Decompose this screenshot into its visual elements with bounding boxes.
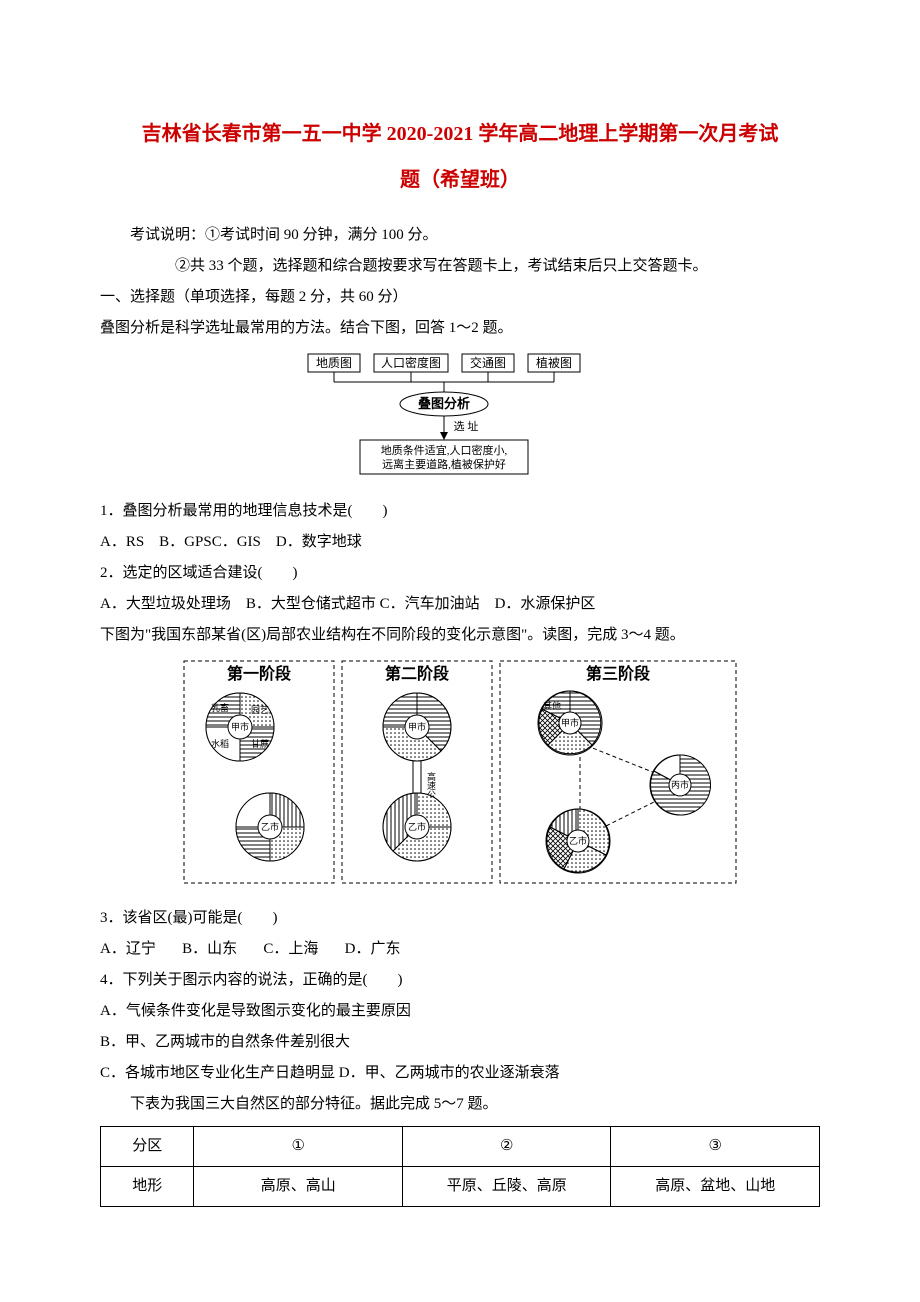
flowchart-figure: 地质图 人口密度图 交通图 植被图 叠图分析 选 址 地质条件适宜,人口密度小,… [100, 350, 820, 490]
svg-text:园艺: 园艺 [251, 705, 269, 715]
table-row: 地形 高原、高山 平原、丘陵、高原 高原、盆地、山地 [101, 1167, 820, 1207]
exam-note-2: ②共 33 个题，选择题和综合题按要求写在答题卡上，考试结束后只上交答题卡。 [100, 253, 820, 280]
stage-diagram: 第一阶段 甲市 乳畜 园艺 水稻 甘蔗 [100, 657, 820, 897]
fc-mid: 叠图分析 [418, 396, 470, 411]
table-row: 分区 ① ② ③ [101, 1127, 820, 1167]
svg-text:乳畜: 乳畜 [211, 702, 229, 713]
exam-subtitle: 题（希望班） [100, 158, 820, 202]
svg-text:甲市: 甲市 [561, 717, 579, 728]
q34-intro: 下图为"我国东部某省(区)局部农业结构在不同阶段的变化示意图"。读图，完成 3～… [100, 622, 820, 649]
q1-options: A．RS B．GPSC．GIS D．数字地球 [100, 529, 820, 556]
exam-note-1: 考试说明：①考试时间 90 分钟，满分 100 分。 [100, 222, 820, 249]
q57-intro: 下表为我国三大自然区的部分特征。据此完成 5～7 题。 [100, 1091, 820, 1118]
q12-intro: 叠图分析是科学选址最常用的方法。结合下图，回答 1～2 题。 [100, 315, 820, 342]
section-heading: 一、选择题（单项选择，每题 2 分，共 60 分） [100, 284, 820, 311]
td-0: 地形 [101, 1167, 194, 1207]
fc-box-1: 地质图 [316, 356, 352, 370]
q4-opt-cd: C．各城市地区专业化生产日趋明显 D．甲、乙两城市的农业逐渐衰落 [100, 1060, 820, 1087]
th-1: ① [194, 1127, 403, 1167]
q3: 3．该省区(最)可能是( ) [100, 905, 820, 932]
svg-text:丙市: 丙市 [671, 779, 689, 790]
q3-options: A．辽宁 B．山东 C．上海 D．广东 [100, 936, 820, 963]
exam-title: 吉林省长春市第一五一中学 2020-2021 学年高二地理上学期第一次月考试 [100, 110, 820, 158]
fc-box-4: 植被图 [536, 355, 572, 370]
fc-box-3: 交通图 [470, 355, 506, 370]
svg-text:甘蔗: 甘蔗 [251, 738, 269, 749]
svg-text:乙市: 乙市 [569, 835, 587, 846]
q4: 4．下列关于图示内容的说法，正确的是( ) [100, 967, 820, 994]
q4-opt-a: A．气候条件变化是导致图示变化的最主要原因 [100, 998, 820, 1025]
region-table: 分区 ① ② ③ 地形 高原、高山 平原、丘陵、高原 高原、盆地、山地 [100, 1126, 820, 1207]
svg-text:甲市: 甲市 [408, 721, 426, 732]
td-3: 高原、盆地、山地 [611, 1167, 820, 1207]
q1: 1．叠图分析最常用的地理信息技术是( ) [100, 498, 820, 525]
fc-box-2: 人口密度图 [381, 355, 441, 370]
stage3-label: 第三阶段 [586, 664, 651, 683]
svg-text:乙市: 乙市 [408, 821, 426, 832]
svg-text:甲市: 甲市 [231, 721, 249, 732]
q4-opt-b: B．甲、乙两城市的自然条件差别很大 [100, 1029, 820, 1056]
q2: 2．选定的区域适合建设( ) [100, 560, 820, 587]
fc-arrow-label: 选 址 [454, 419, 479, 433]
svg-text:水稻: 水稻 [211, 738, 229, 749]
stage-svg: 第一阶段 甲市 乳畜 园艺 水稻 甘蔗 [180, 657, 740, 887]
stage1-label: 第一阶段 [227, 664, 292, 683]
td-2: 平原、丘陵、高原 [402, 1167, 611, 1207]
th-3: ③ [611, 1127, 820, 1167]
fc-bottom-2: 远离主要道路,植被保护好 [382, 457, 506, 471]
q2-options: A．大型垃圾处理场 B．大型仓储式超市 C．汽车加油站 D．水源保护区 [100, 591, 820, 618]
svg-text:其他: 其他 [543, 700, 561, 711]
stage2-label: 第二阶段 [385, 664, 450, 683]
td-1: 高原、高山 [194, 1167, 403, 1207]
svg-text:乙市: 乙市 [261, 821, 279, 832]
th-0: 分区 [101, 1127, 194, 1167]
flowchart-svg: 地质图 人口密度图 交通图 植被图 叠图分析 选 址 地质条件适宜,人口密度小,… [280, 350, 640, 480]
fc-bottom-1: 地质条件适宜,人口密度小, [381, 443, 508, 457]
th-2: ② [402, 1127, 611, 1167]
